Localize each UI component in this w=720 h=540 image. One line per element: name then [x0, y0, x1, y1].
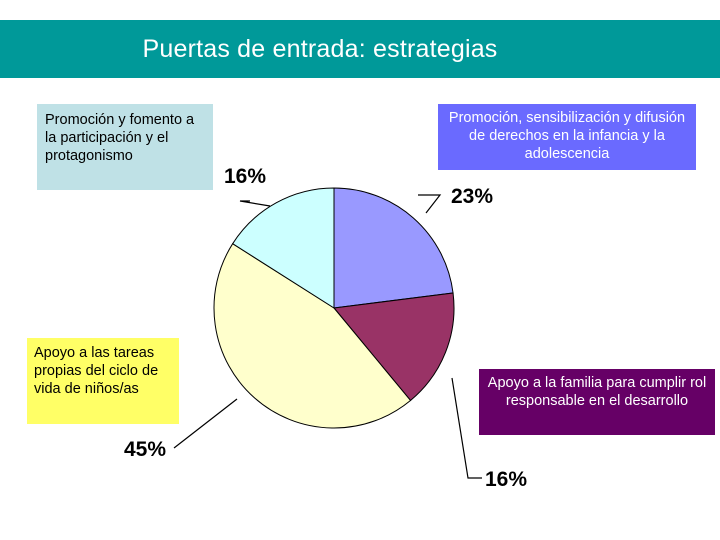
slice-value-label-3: 16% [224, 165, 266, 188]
legend-box-ciclo-vida: Apoyo a las tareas propias del ciclo de … [27, 338, 179, 424]
legend-box-participacion: Promoción y fomento a la participación y… [37, 104, 213, 190]
page-title: Puertas de entrada: estrategias [142, 34, 498, 63]
slice-value-label-2: 45% [124, 438, 166, 461]
leader-line-slice-1 [451, 377, 482, 479]
slice-value-label-1: 16% [485, 468, 527, 491]
pie-slice-0 [333, 187, 454, 309]
leader-line-slice-2 [173, 398, 238, 449]
leader-line-slice-3 [239, 200, 271, 207]
slice-value-label-0: 23% [451, 185, 493, 208]
title-bar: Puertas de entrada: estrategias [0, 20, 720, 78]
pie-slice-2 [213, 243, 412, 429]
pie-slice-1 [333, 292, 455, 402]
pie-slice-3 [231, 187, 335, 309]
legend-box-apoyo-familia: Apoyo a la familia para cumplir rol resp… [479, 369, 715, 435]
legend-box-promocion-derechos: Promoción, sensibilización y difusión de… [438, 104, 696, 170]
leader-line-slice-0 [418, 194, 442, 214]
